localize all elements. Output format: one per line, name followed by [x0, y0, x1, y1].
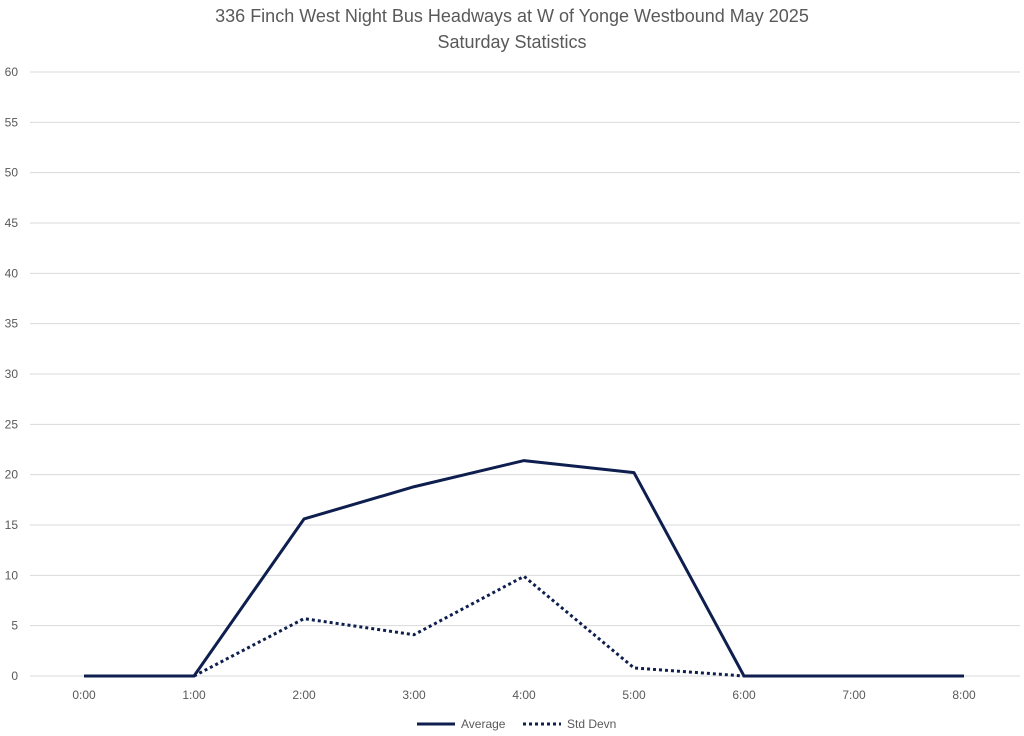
series-lines [83, 459, 965, 678]
x-tick-label: 7:00 [842, 688, 866, 702]
y-tick-label: 50 [5, 166, 19, 180]
x-axis-ticks: 0:00 1:00 2:00 3:00 4:00 5:00 6:00 7:00 8:00 [72, 688, 976, 702]
x-tick-label: 5:00 [622, 688, 646, 702]
y-tick-label: 30 [5, 367, 19, 381]
x-tick-label: 3:00 [402, 688, 426, 702]
x-tick-label: 0:00 [72, 688, 96, 702]
chart-title: 336 Finch West Night Bus Headways at W o… [215, 6, 809, 26]
y-axis-ticks: 0 5 10 15 20 25 30 35 40 45 50 55 60 [5, 65, 19, 683]
series-line-std-devn [193, 574, 745, 678]
y-tick-label: 15 [5, 518, 19, 532]
x-tick-label: 1:00 [182, 688, 206, 702]
series-line-average [84, 459, 964, 678]
y-tick-label: 20 [5, 468, 19, 482]
y-tick-label: 35 [5, 317, 19, 331]
y-tick-label: 0 [11, 669, 18, 683]
y-tick-label: 45 [5, 216, 19, 230]
chart-subtitle: Saturday Statistics [437, 32, 586, 52]
y-tick-label: 60 [5, 65, 19, 79]
legend-label: Average [461, 717, 506, 731]
x-tick-label: 2:00 [292, 688, 316, 702]
y-tick-label: 40 [5, 266, 19, 280]
y-tick-label: 55 [5, 115, 19, 129]
x-tick-label: 8:00 [952, 688, 976, 702]
y-tick-label: 10 [5, 568, 19, 582]
gridlines [30, 71, 1020, 677]
legend-label: Std Devn [567, 717, 616, 731]
legend: Average Std Devn [417, 717, 616, 731]
y-tick-label: 5 [11, 619, 18, 633]
x-tick-label: 6:00 [732, 688, 756, 702]
y-tick-label: 25 [5, 417, 19, 431]
x-tick-label: 4:00 [512, 688, 536, 702]
